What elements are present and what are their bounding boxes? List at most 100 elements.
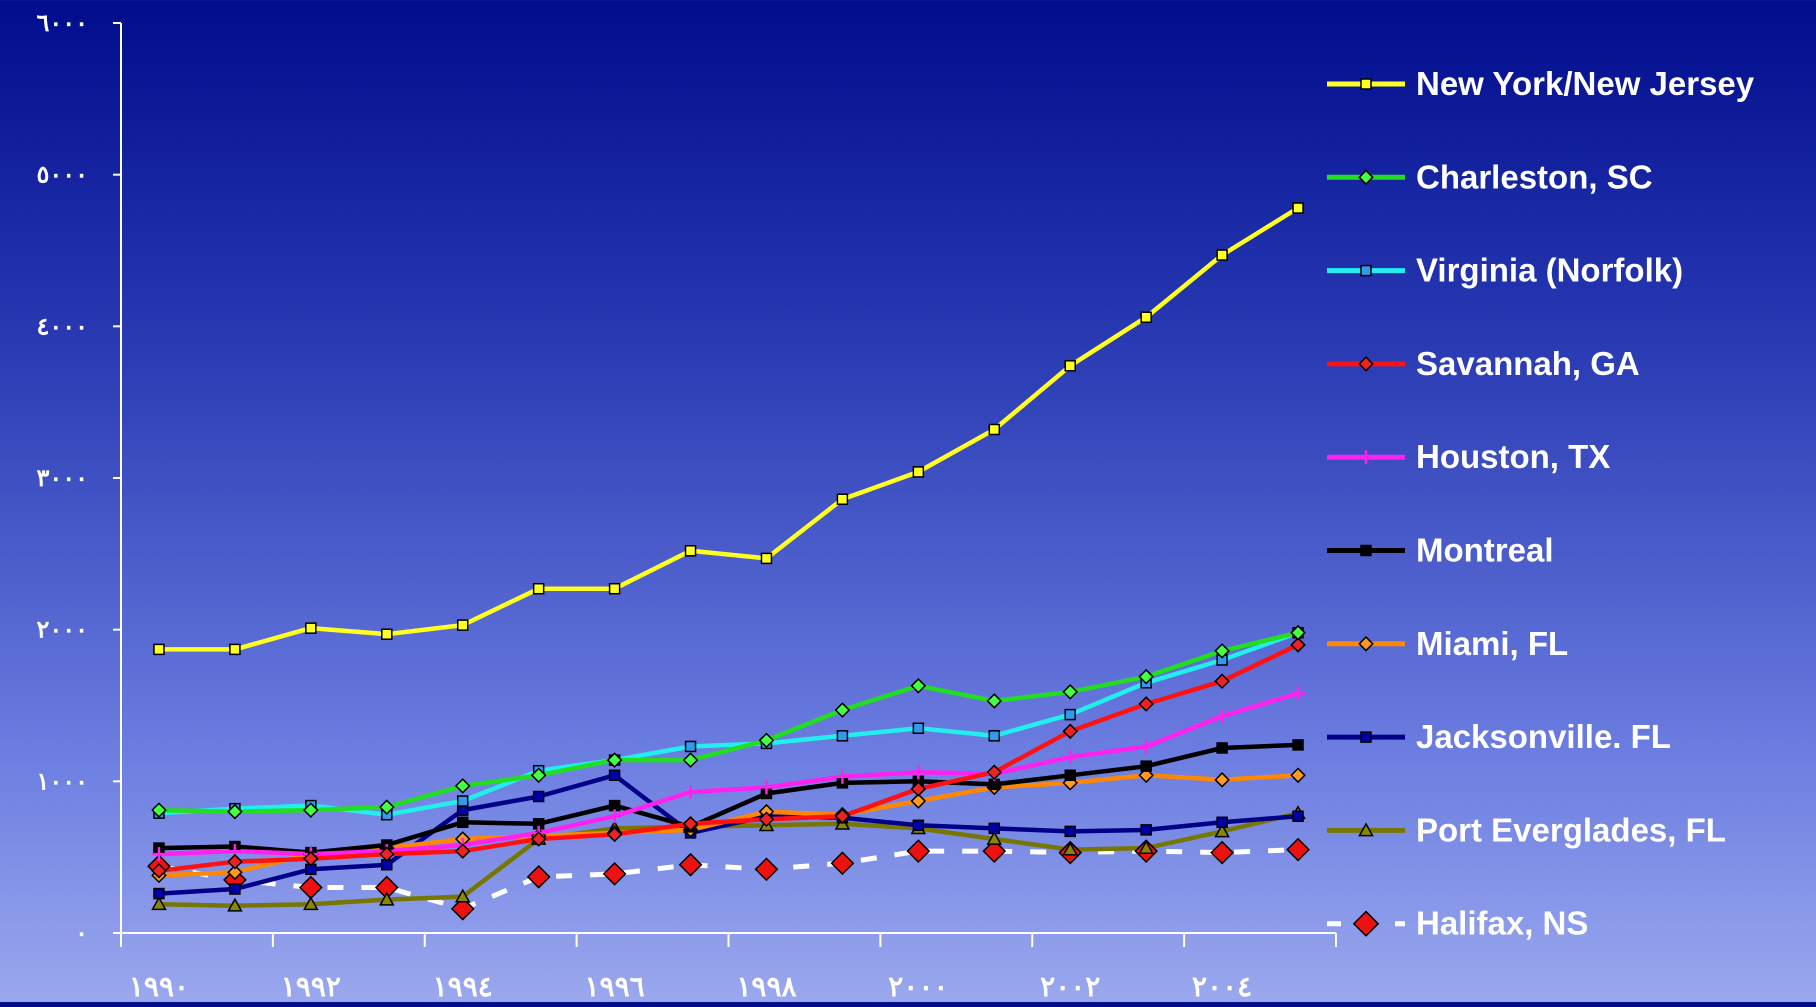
data-point xyxy=(986,693,1003,709)
data-point xyxy=(153,887,165,900)
axes: ٠ ١٠٠٠ ٢٠٠٠ ٣٠٠٠ ٤٠٠٠ ٥٠٠٠ ٦٠٠٠ ١٩٩٠ ١٩٩٢ ١٩٩٤ ١٩٩… xyxy=(36,10,1337,1002)
legend-label: Miami, FL xyxy=(1416,625,1568,662)
data-point xyxy=(1138,696,1154,712)
data-point xyxy=(836,493,849,505)
legend-label: Halifax, NS xyxy=(1416,905,1588,942)
x-tick-label: ١٩٩٠ xyxy=(129,971,189,1002)
data-point xyxy=(151,863,167,879)
data-point xyxy=(607,809,622,824)
data-point xyxy=(606,752,623,768)
data-point xyxy=(988,423,1001,436)
data-point xyxy=(227,864,243,881)
data-point xyxy=(1290,767,1306,784)
data-point xyxy=(1292,739,1304,751)
series-marker-group xyxy=(151,686,1306,862)
data-point xyxy=(151,896,167,911)
data-point xyxy=(1216,249,1228,261)
legend-swatch-marker xyxy=(1358,356,1374,372)
data-point xyxy=(1064,769,1076,782)
x-tick-label: ٢٠٠٤ xyxy=(1192,971,1252,1002)
series-line xyxy=(158,773,1299,896)
y-tick-label: ١٠٠٠ xyxy=(36,768,88,795)
data-point xyxy=(986,830,1003,845)
data-point xyxy=(456,816,469,829)
data-point xyxy=(608,582,621,595)
series-marker-group xyxy=(153,202,1304,656)
data-point xyxy=(526,865,551,889)
y-tick-label: ٤٠٠٠ xyxy=(36,313,88,340)
data-point xyxy=(1215,709,1230,724)
data-point xyxy=(1138,668,1154,685)
legend-swatch-marker xyxy=(1360,731,1372,743)
data-point xyxy=(1062,723,1079,740)
data-point xyxy=(835,769,850,784)
legend-entry: Port Everglades, FL xyxy=(1327,811,1726,848)
legend-swatch-marker xyxy=(1358,169,1374,186)
data-point xyxy=(759,780,774,795)
data-point xyxy=(450,896,475,921)
data-point xyxy=(1214,772,1230,788)
x-tick-label: ١٩٩٨ xyxy=(736,971,797,1002)
series-line xyxy=(158,630,1299,814)
legend-entry: Halifax, NS xyxy=(1327,905,1588,942)
data-point xyxy=(682,815,699,832)
x-tick-label: ١٩٩٦ xyxy=(585,971,645,1002)
series-line xyxy=(158,847,1299,912)
legend-label: Charleston, SC xyxy=(1416,158,1653,195)
legend-entry: New York/New Jersey xyxy=(1327,65,1755,102)
data-point xyxy=(602,861,627,886)
data-point xyxy=(1216,816,1228,829)
data-point xyxy=(834,702,851,718)
data-point xyxy=(606,826,623,843)
data-point xyxy=(1139,739,1154,754)
data-point xyxy=(454,843,471,859)
data-point xyxy=(454,888,471,903)
series-marker-group xyxy=(151,637,1306,879)
data-point xyxy=(298,875,323,900)
data-point xyxy=(678,852,703,877)
legend-swatch-marker xyxy=(1359,450,1373,465)
data-point xyxy=(760,552,773,565)
data-point xyxy=(303,896,319,911)
legend-entry: Savannah, GA xyxy=(1327,345,1640,382)
data-point xyxy=(683,784,698,799)
data-point xyxy=(1140,311,1152,323)
legend: New York/New Jersey Charleston, SC Virgini… xyxy=(1327,65,1755,942)
x-tick-label: ٢٠٠٠ xyxy=(888,971,948,1002)
data-point xyxy=(532,790,545,803)
data-point xyxy=(151,802,167,818)
data-point xyxy=(456,795,469,807)
data-point xyxy=(684,740,697,753)
data-point xyxy=(912,819,925,832)
data-point xyxy=(1292,202,1304,214)
data-point xyxy=(906,839,931,863)
data-point xyxy=(1138,840,1154,855)
legend-swatch-marker xyxy=(1360,78,1372,90)
data-point xyxy=(153,643,165,656)
data-point xyxy=(608,769,621,782)
legend-entry: Charleston, SC xyxy=(1327,158,1653,195)
series-line xyxy=(158,742,1299,855)
y-tick-label: ٠ xyxy=(75,920,88,947)
series-line xyxy=(158,630,1299,817)
data-point xyxy=(910,793,927,809)
data-point xyxy=(378,846,395,862)
y-tick-label: ٣٠٠٠ xyxy=(36,465,88,492)
data-point xyxy=(227,803,243,820)
data-point xyxy=(684,545,697,557)
legend-entry: Virginia (Norfolk) xyxy=(1327,252,1683,289)
legend-label: Virginia (Norfolk) xyxy=(1416,252,1683,289)
data-point xyxy=(1214,643,1230,659)
data-point xyxy=(836,730,849,742)
legend-label: Port Everglades, FL xyxy=(1416,811,1726,848)
data-point xyxy=(1290,637,1306,653)
data-point xyxy=(1062,684,1079,700)
data-point xyxy=(530,767,547,784)
data-point xyxy=(1291,686,1306,701)
data-point xyxy=(1140,824,1152,836)
data-point xyxy=(986,764,1003,781)
data-point xyxy=(456,619,469,631)
data-point xyxy=(305,622,317,634)
legend-label: Houston, TX xyxy=(1416,438,1610,475)
data-point xyxy=(1064,708,1076,721)
